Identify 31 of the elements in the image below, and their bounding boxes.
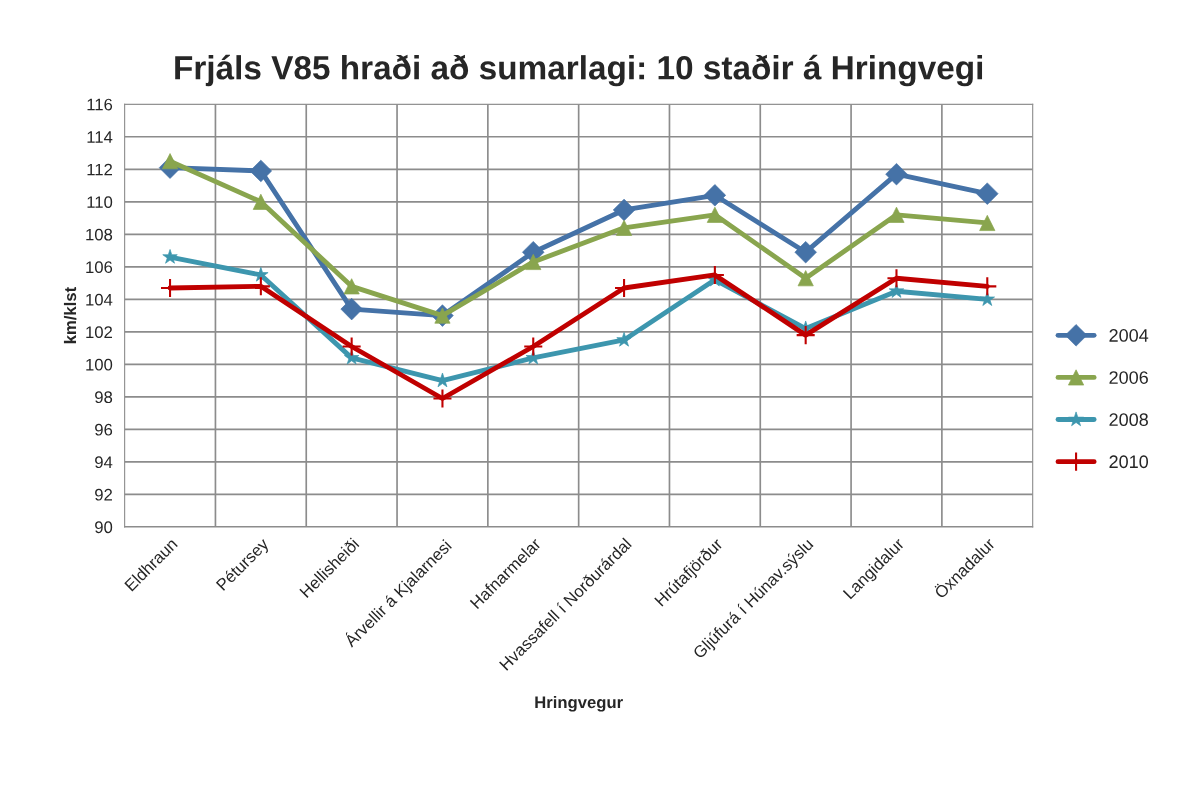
y-tick-label: 106: [86, 261, 113, 274]
point: [432, 388, 453, 409]
legend-label: 2010: [1109, 455, 1149, 469]
y-axis-title: km/klst: [63, 287, 77, 344]
y-tick-label: 114: [87, 131, 113, 143]
chart-title: Frjáls V85 hraði að sumarlagi: 10 staðir á Hringvegi: [175, 54, 983, 87]
x-axis-title: Hringvegur: [535, 695, 623, 712]
legend-label: 2004: [1109, 329, 1149, 342]
y-tick-label: 98: [95, 391, 113, 404]
point: [341, 336, 362, 357]
y-tick-label: 112: [87, 163, 112, 176]
point: [340, 297, 363, 321]
legend-label: 2008: [1109, 413, 1148, 427]
point: [795, 325, 816, 346]
point: [523, 336, 544, 357]
y-tick-label: 94: [95, 456, 113, 469]
y-tick-label: 92: [95, 488, 112, 501]
point: [162, 153, 179, 170]
y-tick-label: 108: [86, 228, 113, 241]
legend-label: 2006: [1109, 371, 1148, 384]
y-tick-label: 104: [86, 293, 113, 306]
point: [976, 182, 999, 205]
point: [343, 278, 360, 295]
y-tick-label: 96: [95, 423, 113, 436]
point: [249, 159, 272, 183]
y-tick-label: 102: [86, 326, 112, 339]
y-tick-label: 110: [87, 196, 113, 209]
y-tick-label: 90: [95, 521, 113, 534]
y-tick-label: 100: [86, 358, 113, 371]
y-tick-label: 116: [87, 98, 113, 111]
point: [797, 270, 814, 287]
